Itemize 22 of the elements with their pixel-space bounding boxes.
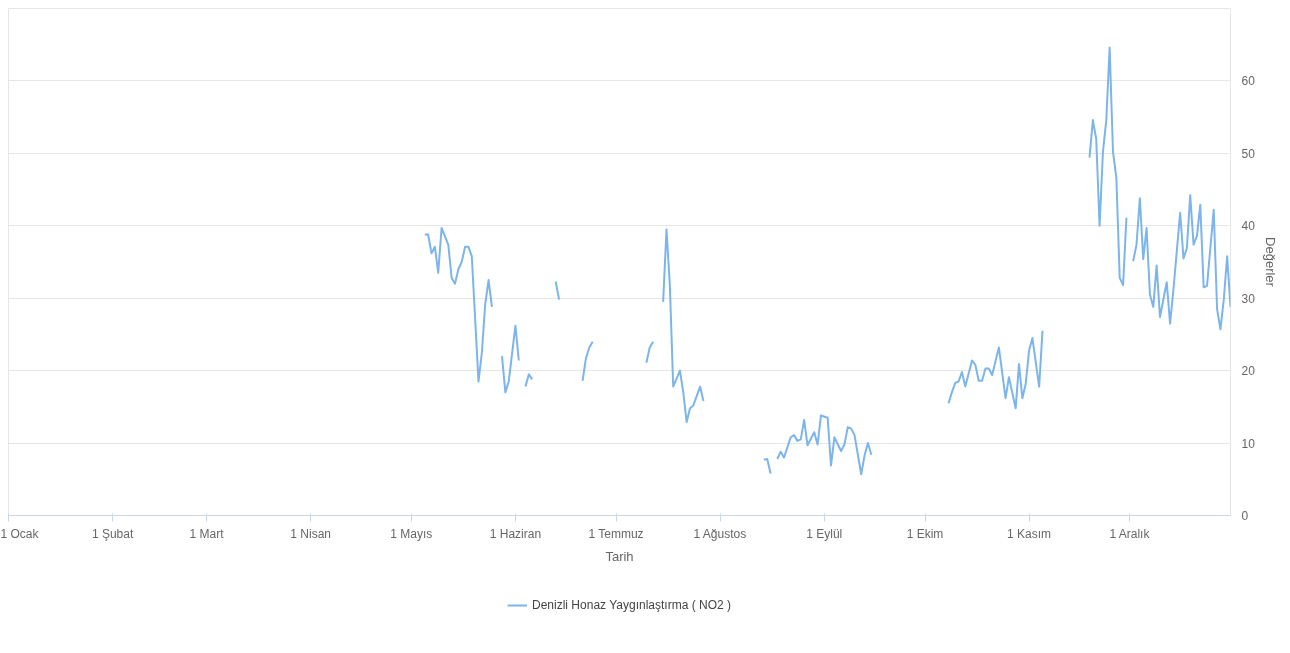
x-tick-label: 1 Mayıs <box>390 526 433 541</box>
x-tick-label: 1 Temmuz <box>588 526 644 541</box>
x-tick-label: 1 Haziran <box>489 526 542 541</box>
x-tick-label: 1 Kasım <box>1007 526 1052 541</box>
x-tick-label: 1 Mart <box>189 526 225 541</box>
y-tick-label: 30 <box>1241 291 1256 306</box>
y-tick-label: 50 <box>1241 146 1256 161</box>
x-tick-label: 1 Nisan <box>290 526 331 541</box>
y-tick-label: 40 <box>1241 219 1256 234</box>
legend-label: Denizli Honaz Yaygınlaştırma ( NO2 ) <box>532 598 731 612</box>
x-tick-label: 1 Ekim <box>906 526 944 541</box>
y-tick-label: 60 <box>1241 74 1256 89</box>
x-axis-title: Tarih <box>605 548 634 564</box>
y-tick-label: 10 <box>1241 436 1256 451</box>
x-tick-label: 1 Eylül <box>806 526 843 541</box>
y-tick-label: 0 <box>1241 509 1249 523</box>
x-tick-label: 1 Ağustos <box>693 526 747 541</box>
x-tick-label: 1 Ocak <box>0 526 40 541</box>
x-tick-label: 1 Şubat <box>91 526 134 541</box>
y-tick-label: 20 <box>1241 364 1256 379</box>
x-tick-label: 1 Aralık <box>1109 526 1151 541</box>
y-axis-title: Değerler <box>1262 237 1278 288</box>
